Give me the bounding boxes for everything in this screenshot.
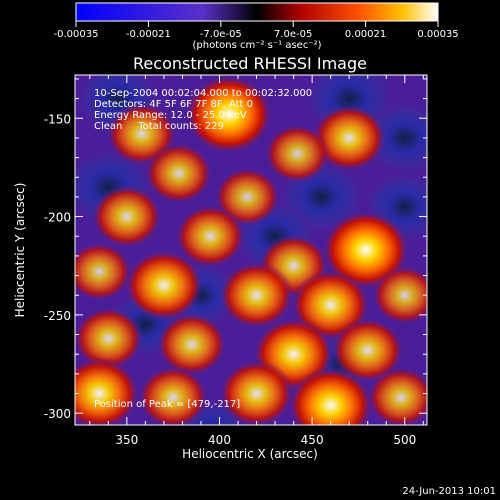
colorbar-tick-label: -0.00035 xyxy=(54,29,99,40)
emission-blob xyxy=(91,184,163,249)
emission-blob xyxy=(219,261,294,329)
y-tick-label: -300 xyxy=(44,407,71,421)
x-tick-label: 350 xyxy=(115,433,138,447)
emission-blob xyxy=(175,204,246,268)
emission-blob xyxy=(75,356,140,425)
x-tick-label: 400 xyxy=(208,433,231,447)
annotation-detectors: Detectors: 4F 5F 6F 7F 8F, Att 0 xyxy=(94,99,253,110)
colorbar-tick-label: -7.0e-05 xyxy=(200,29,242,40)
image-area xyxy=(75,75,427,425)
emission-blob xyxy=(184,75,273,154)
plot-frame xyxy=(74,74,428,426)
y-tick-label: -250 xyxy=(44,309,71,323)
emission-blob xyxy=(366,366,427,425)
emission-blob xyxy=(75,306,144,371)
emission-blob xyxy=(156,312,227,377)
colorbar xyxy=(75,2,439,22)
emission-blob xyxy=(75,241,133,302)
peak-position-label: Position of Peak = [479,-217] xyxy=(94,399,240,410)
x-axis-label: Heliocentric X (arcsec) xyxy=(182,447,318,461)
emission-map xyxy=(75,75,427,425)
emission-blob xyxy=(311,104,387,172)
colorbar-ticks: -0.00035 -0.00021 -7.0e-05 7.0e-05 0.00021 0.… xyxy=(54,21,459,40)
emission-blob xyxy=(219,359,294,425)
y-axis-label: Heliocentric Y (arcsec) xyxy=(13,183,27,318)
colorbar-units: (photons cm⁻² s⁻¹ asec⁻²) xyxy=(192,40,321,51)
axes: 350 400 450 500 -150 -200 -250 -300 xyxy=(44,75,427,447)
y-tick-label: -200 xyxy=(44,211,71,225)
colorbar-tick-label: 0.00021 xyxy=(345,29,386,40)
emission-blob xyxy=(264,123,331,184)
annotation-clean: Clean Total counts: 229 xyxy=(94,121,224,132)
y-tick-label: -150 xyxy=(44,112,71,126)
x-tick-label: 450 xyxy=(301,433,324,447)
chart-title: Reconstructed RHESSI Image xyxy=(133,54,367,73)
colorbar-tick-label: 7.0e-05 xyxy=(274,29,312,40)
emission-blob xyxy=(371,265,427,325)
emission-blob xyxy=(138,365,209,425)
annotation-energy: Energy Range: 12.0 - 25.0 keV xyxy=(94,110,247,121)
emission-blob xyxy=(144,142,213,205)
emission-blob xyxy=(331,317,405,383)
colorbar-tick-label: -0.00021 xyxy=(126,29,171,40)
colorbar-tick-label: 0.00035 xyxy=(417,29,458,40)
emission-blob xyxy=(287,366,374,425)
annotation-time: 10-Sep-2004 00:02:04.000 to 00:02:32.000 xyxy=(94,88,312,99)
x-tick-label: 500 xyxy=(393,433,416,447)
emission-blob xyxy=(124,249,204,322)
footer-date: 24-Jun-2013 10:01 xyxy=(402,486,496,497)
